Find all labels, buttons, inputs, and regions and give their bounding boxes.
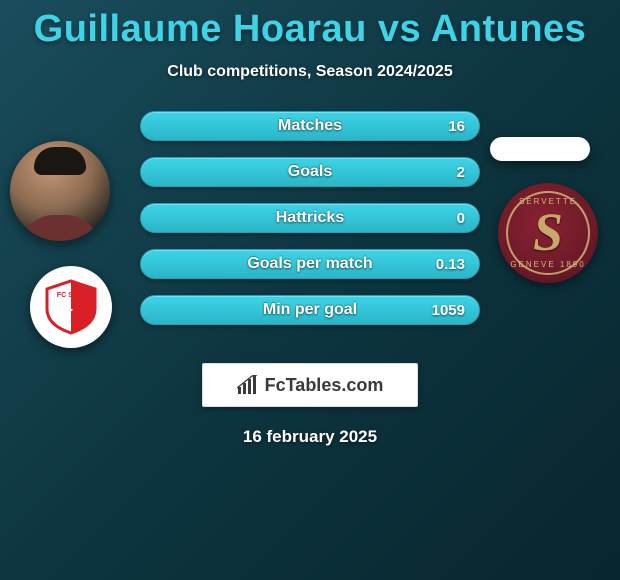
player-right-club-badge: SERVETTE S GENEVE 1890	[498, 183, 598, 283]
stat-value: 1059	[432, 302, 465, 319]
bar-chart-icon	[237, 375, 259, 395]
stat-bar-goals: Goals 2	[140, 157, 480, 187]
stat-bar-matches: Matches 16	[140, 111, 480, 141]
stat-bar-min-per-goal: Min per goal 1059	[140, 295, 480, 325]
player-right-avatar	[490, 137, 590, 161]
stat-value: 0.13	[436, 256, 465, 273]
stat-bar-goals-per-match: Goals per match 0.13	[140, 249, 480, 279]
stat-bars: Matches 16 Goals 2 Hattricks 0 Goals per…	[140, 111, 480, 341]
subtitle: Club competitions, Season 2024/2025	[0, 63, 620, 81]
servette-text-bottom: GENEVE 1890	[498, 260, 598, 269]
stat-label: Min per goal	[141, 301, 479, 319]
stat-label: Goals per match	[141, 255, 479, 273]
club-left-label: FC SION	[57, 292, 85, 299]
brand-name: FcTables.com	[265, 375, 384, 396]
fc-sion-shield-icon: FC SION	[43, 279, 99, 335]
servette-s-icon: S	[498, 201, 598, 263]
stat-value: 0	[457, 210, 465, 227]
stat-label: Goals	[141, 163, 479, 181]
stat-label: Hattricks	[141, 209, 479, 227]
stat-label: Matches	[141, 117, 479, 135]
player-left-avatar	[10, 141, 110, 241]
date-label: 16 february 2025	[0, 427, 620, 447]
stat-bar-hattricks: Hattricks 0	[140, 203, 480, 233]
page-title: Guillaume Hoarau vs Antunes	[0, 0, 620, 51]
stat-value: 16	[448, 118, 465, 135]
stat-value: 2	[457, 164, 465, 181]
player-left-club-badge: FC SION	[30, 266, 112, 348]
brand-badge: FcTables.com	[202, 363, 418, 407]
comparison-panel: FC SION SERVETTE S GENEVE 1890 Matches 1…	[0, 111, 620, 351]
